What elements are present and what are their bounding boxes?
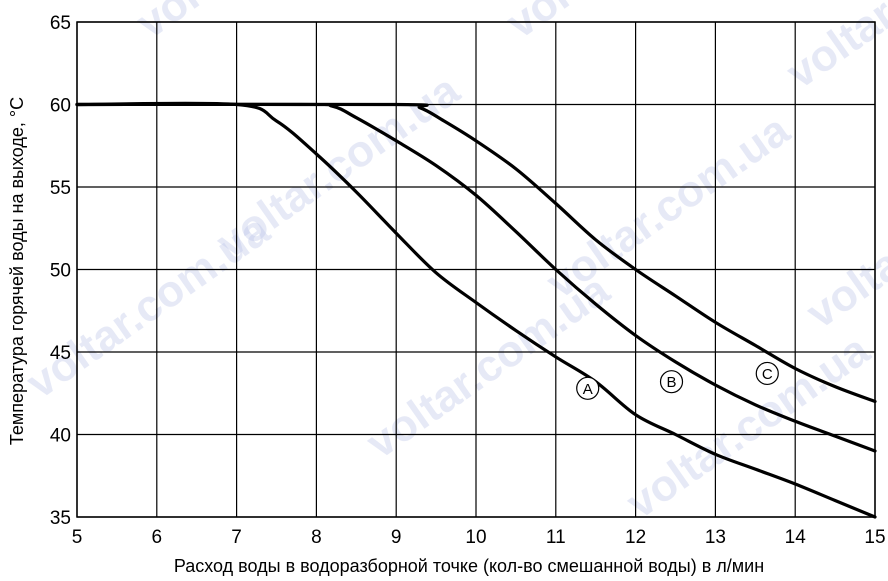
x-tick-label: 10 (465, 527, 486, 548)
curve-label-text: B (667, 374, 677, 391)
y-axis-label: Температура горячей воды на выходе, °C (7, 97, 27, 445)
x-tick-label: 8 (311, 527, 322, 548)
curve-label-text: C (762, 366, 773, 383)
curve-label-circle (659, 370, 684, 394)
x-tick-label: 9 (391, 527, 402, 548)
curve-label-circle (755, 361, 779, 386)
y-tick-label: 55 (50, 178, 71, 199)
curve-label-c: C (755, 361, 779, 386)
y-tick-labels: 35 40 45 50 55 60 65 (50, 13, 71, 529)
y-tick-label: 35 (50, 508, 71, 529)
series-layer (75, 101, 877, 519)
x-tick-label: 7 (231, 527, 242, 548)
series-line-c (75, 102, 877, 404)
watermark-text: voltar.com.ua (778, 0, 888, 98)
curve-label-b: B (659, 370, 684, 394)
curve-label-text: A (583, 381, 593, 398)
y-tick-label: 65 (50, 13, 71, 34)
plot-frame (76, 21, 876, 518)
y-tick-label: 45 (50, 343, 71, 364)
curve-label-a: A (576, 376, 600, 400)
x-tick-labels: 5 6 7 8 9 10 11 12 13 14 15 (72, 527, 886, 548)
x-tick-label: 6 (152, 527, 163, 548)
x-tick-label: 12 (625, 527, 646, 548)
series-line-b (75, 102, 877, 453)
watermark-text: voltar.com.ua (498, 0, 759, 48)
watermark-text: voltar.com.ua (128, 0, 389, 48)
curve-label-circle (576, 376, 600, 400)
watermark-layer: voltar.com.ua voltar.com.ua voltar.com.ua v… (18, 0, 888, 528)
x-axis-label: Расход воды в водоразборной точке (кол-в… (174, 556, 764, 576)
x-tick-label: 15 (864, 527, 885, 548)
watermark-text: voltar.com.ua (18, 205, 279, 408)
x-tick-label: 13 (705, 527, 726, 548)
y-tick-label: 50 (50, 261, 71, 282)
x-tick-label: 5 (72, 527, 83, 548)
series-line-a (75, 101, 877, 519)
x-tick-label: 11 (546, 527, 566, 548)
y-tick-label: 40 (50, 426, 71, 447)
annotation-layer: A B C (576, 361, 779, 400)
y-tick-label: 60 (50, 96, 71, 117)
x-tick-label: 14 (785, 527, 807, 548)
